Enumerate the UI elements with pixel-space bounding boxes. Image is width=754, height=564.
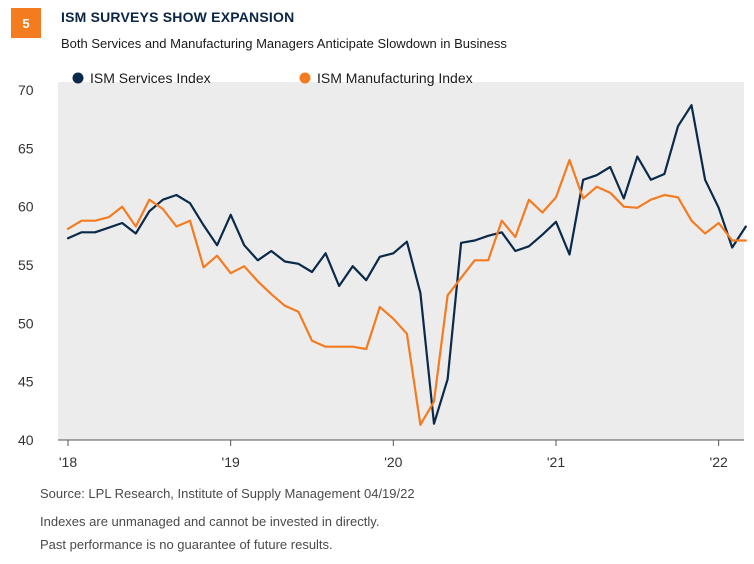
manufacturing-series-line (66, 158, 747, 426)
x-tick-label: '21 (547, 454, 565, 470)
legend-label: ISM Manufacturing Index (317, 70, 473, 86)
chart-subtitle: Both Services and Manufacturing Managers… (61, 36, 507, 51)
source-note: Source: LPL Research, Institute of Suppl… (40, 486, 415, 501)
y-tick-label: 55 (18, 257, 34, 273)
y-tick-label: 70 (18, 82, 34, 98)
line-chart: 40 45 50 55 60 65 70 '18 '19 '20 '21 '22 ISM Service… (18, 70, 747, 470)
x-tick-label: '18 (59, 454, 77, 470)
y-tick-label: 60 (18, 199, 34, 215)
legend-label: ISM Services Index (90, 70, 211, 86)
y-tick-label: 65 (18, 140, 34, 156)
x-tick-label: '20 (384, 454, 402, 470)
chart-number-badge: 5 (11, 8, 41, 38)
disclaimer-note: Indexes are unmanaged and cannot be inve… (40, 514, 380, 529)
performance-note: Past performance is no guarantee of futu… (40, 537, 333, 552)
x-tick-label: '22 (710, 454, 728, 470)
x-tick-label: '19 (222, 454, 240, 470)
y-tick-label: 45 (18, 374, 34, 390)
chart-title: ISM SURVEYS SHOW EXPANSION (61, 9, 295, 25)
y-tick-label: 40 (18, 432, 34, 448)
legend-marker (299, 72, 311, 84)
plot-area (58, 82, 744, 440)
legend-marker (72, 72, 84, 84)
y-tick-label: 50 (18, 315, 34, 331)
services-series-line (66, 104, 747, 425)
